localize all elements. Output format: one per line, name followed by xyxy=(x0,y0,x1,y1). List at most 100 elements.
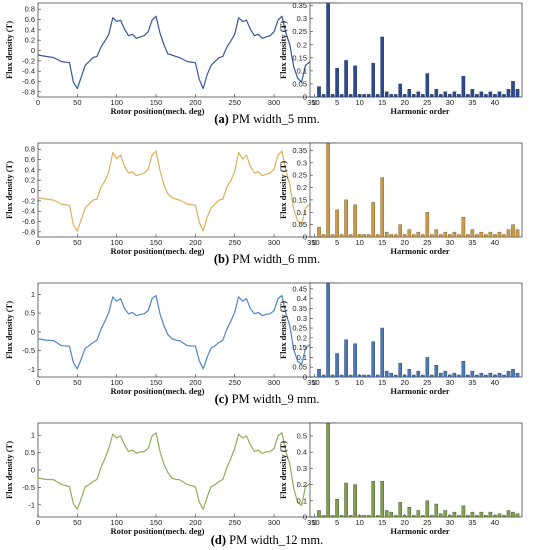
line-b-series xyxy=(37,150,322,232)
line-d-ytick-label: -0.5 xyxy=(22,483,35,492)
bar-c-bar xyxy=(511,369,515,378)
bar-b-bar xyxy=(362,234,366,238)
caption-a-text: PM width_5 mm. xyxy=(231,112,320,126)
bar-c-bar xyxy=(366,374,371,378)
bar-a-bar xyxy=(339,94,344,98)
bar-a-bar xyxy=(389,94,394,98)
bar-d-ytick-label: 0.2 xyxy=(297,480,307,489)
line-a-series xyxy=(37,15,322,90)
bar-a-ytick-label: 0.15 xyxy=(292,53,307,62)
bar-d-bar xyxy=(488,511,493,518)
bar-b-bar xyxy=(443,231,448,238)
bar-d-bar xyxy=(484,515,488,518)
line-c-xtick-label: 100 xyxy=(110,378,123,387)
bar-d-bar xyxy=(443,510,448,518)
bar-d-bar xyxy=(321,515,326,518)
bar-a-xtick-label: 25 xyxy=(423,98,431,107)
line-a-xtick-label: 200 xyxy=(189,98,202,107)
line-d-plot-frame xyxy=(37,422,338,518)
bar-d-bar xyxy=(393,515,398,518)
line-c-ytick-label: -0.5 xyxy=(22,346,35,355)
bar-a-xtick-label: 0 xyxy=(312,98,316,107)
bar-d-xtick-label: 15 xyxy=(378,518,386,527)
bar-b-bar xyxy=(466,234,470,238)
bar-b-bar xyxy=(439,234,443,238)
bar-c-bar xyxy=(330,374,335,378)
bar-d-xtick-label: 5 xyxy=(335,518,339,527)
bar-a-bar xyxy=(511,81,515,98)
line-c-xtick-label: 250 xyxy=(228,378,241,387)
bar-b-bar xyxy=(457,234,461,238)
bar-b-xtick-label: 5 xyxy=(335,238,339,247)
bar-b-ytick-label: 0.35 xyxy=(292,146,307,155)
bar-b-bar xyxy=(321,234,326,238)
bar-d-ytick-label: 0.5 xyxy=(297,431,307,440)
bar-d-bar xyxy=(412,515,416,518)
bar-b-bar xyxy=(470,229,475,238)
bar-d-bar xyxy=(362,515,366,518)
bar-b-bar xyxy=(330,234,335,238)
line-b-xlabel: Rotor position(mech. deg) xyxy=(110,246,204,256)
line-b-xtick-label: 50 xyxy=(73,238,81,247)
bar-b-ylabel: Flux density (T) xyxy=(278,161,288,219)
bar-a-bar xyxy=(407,88,412,98)
bar-b-bar xyxy=(375,234,380,238)
bar-b-xtick-label: 10 xyxy=(355,238,363,247)
bar-a-bar xyxy=(375,94,380,98)
line-a-ytick-label: -0.4 xyxy=(22,67,35,76)
bar-b-bar xyxy=(425,212,430,238)
bar-d-bar xyxy=(317,510,321,518)
caption-d-tag: (d) xyxy=(210,533,227,547)
bar-d-xtick-label: 20 xyxy=(401,518,409,527)
line-c-ytick-label: 1 xyxy=(31,290,35,299)
bar-c-bar xyxy=(326,283,330,378)
bar-d-ytick-label: 0.1 xyxy=(297,496,307,505)
line-c-plot-frame xyxy=(37,282,338,378)
bar-c-bar xyxy=(353,343,357,378)
bar-d-bar xyxy=(502,515,506,518)
bar-b-bar xyxy=(430,234,434,238)
bar-c-ytick-label: 0.1 xyxy=(297,353,307,362)
bar-d-bar xyxy=(335,499,339,518)
bar-a-bar xyxy=(380,36,385,98)
bar-b-bar xyxy=(452,231,457,238)
line-a-ytick-label: 0.2 xyxy=(25,36,35,45)
line-a-xtick-label: 100 xyxy=(110,98,123,107)
bar-d-bar xyxy=(357,515,362,518)
line-a-xtick-label: 250 xyxy=(228,98,241,107)
line-c-series xyxy=(37,294,322,370)
bar-d-bar xyxy=(448,515,452,518)
bar-b-bar xyxy=(380,177,385,238)
bar-d-bar xyxy=(384,510,389,518)
line-a-ytick-label: 0 xyxy=(31,46,35,55)
bar-c-ytick-label: 0.45 xyxy=(292,284,307,293)
bar-d-bar xyxy=(470,511,475,518)
bar-c-bar xyxy=(416,370,421,378)
bar-a-bar xyxy=(457,94,461,98)
bar-d-bar xyxy=(380,481,385,518)
bar-a-bar xyxy=(425,73,430,98)
bar-a-ytick-label: 0.2 xyxy=(297,40,307,49)
bar-b-bar xyxy=(497,231,502,238)
bar-b-bar xyxy=(371,202,376,238)
caption-a: (a) PM width_5 mm. xyxy=(0,112,534,127)
line-a-xtick-label: 0 xyxy=(36,98,40,107)
bar-a-bar xyxy=(515,88,520,98)
bar-d-bar xyxy=(425,500,430,518)
bar-b-bar xyxy=(366,234,371,238)
bar-d-xtick-label: 35 xyxy=(468,518,476,527)
bar-b-xtick-label: 0 xyxy=(312,238,316,247)
bar-d-bar xyxy=(326,423,330,518)
bar-b-xtick-label: 20 xyxy=(401,238,409,247)
bar-c-xtick-label: 5 xyxy=(335,378,339,387)
line-d-xtick-label: 250 xyxy=(228,518,241,527)
line-c-ytick-label: 0.5 xyxy=(25,309,35,318)
bar-a-ytick-label: 0.25 xyxy=(292,27,307,36)
bar-c-ytick-label: 0.3 xyxy=(297,314,307,323)
bar-d-bar xyxy=(348,515,353,518)
bar-a-bar xyxy=(475,94,479,98)
caption-c-tag: (c) xyxy=(214,392,229,406)
bar-d-ytick-label: 0.4 xyxy=(297,448,307,457)
bar-c-bar xyxy=(348,374,353,378)
bar-c-bar xyxy=(461,361,466,378)
